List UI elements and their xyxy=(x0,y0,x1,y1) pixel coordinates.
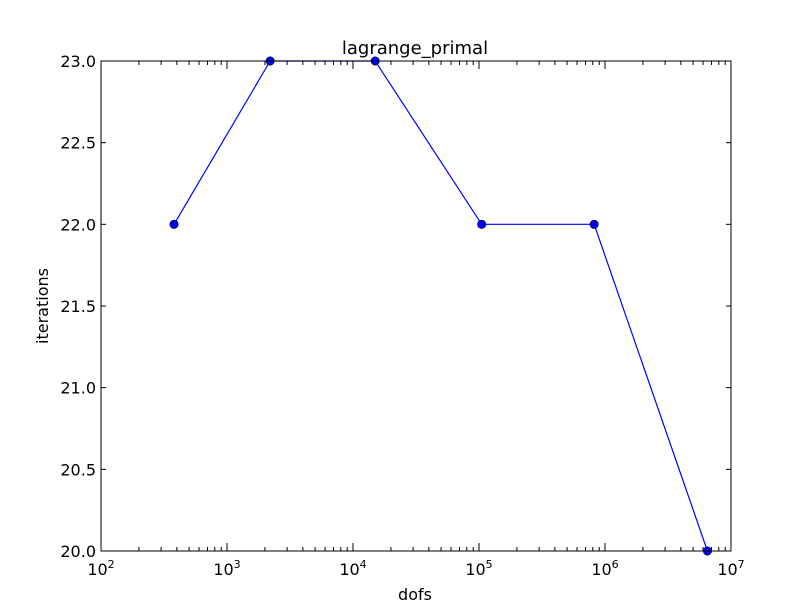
chart-title: lagrange_primal xyxy=(342,38,488,59)
data-point xyxy=(169,219,179,229)
x-axis-label: dofs xyxy=(398,585,432,604)
y-tick-label: 20.5 xyxy=(60,460,96,479)
y-tick-label: 22.0 xyxy=(60,215,96,234)
y-tick-label: 20.0 xyxy=(60,542,96,561)
y-axis-label: iterations xyxy=(33,268,52,344)
x-tick-label: 102 xyxy=(87,558,114,579)
x-tick-label: 105 xyxy=(465,558,492,579)
y-tick-label: 22.5 xyxy=(60,134,96,153)
y-tick-label: 21.0 xyxy=(60,379,96,398)
x-tick-label: 107 xyxy=(717,558,744,579)
y-tick-label: 21.5 xyxy=(60,297,96,316)
data-point xyxy=(589,219,599,229)
x-tick-label: 106 xyxy=(591,558,618,579)
x-tick-label: 103 xyxy=(213,558,240,579)
plot-area: 20.0 20.5 21.0 21.5 22.0 22.5 23.0 102 103 104 105… xyxy=(60,52,744,579)
series-line xyxy=(173,60,708,552)
data-point xyxy=(477,219,487,229)
y-tick-label: 23.0 xyxy=(60,52,96,71)
x-tick-label: 104 xyxy=(339,558,366,579)
